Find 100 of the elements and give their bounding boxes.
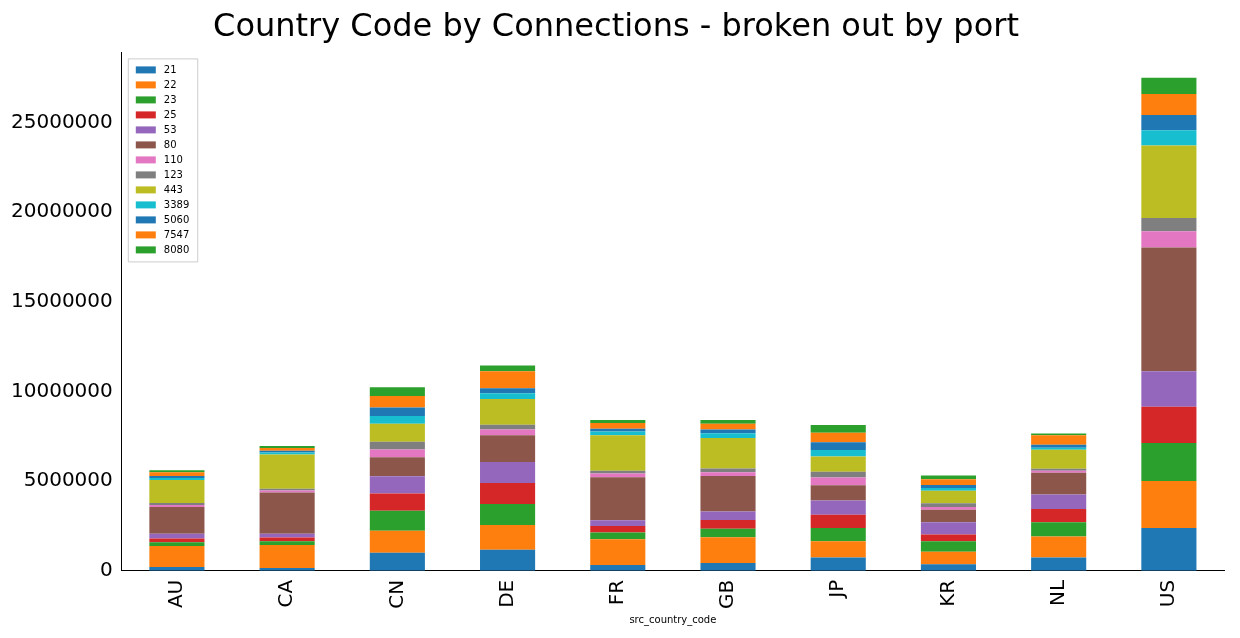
bar — [480, 371, 536, 389]
bar — [1031, 494, 1087, 509]
bar — [1031, 435, 1087, 445]
bar — [920, 522, 976, 535]
bar — [590, 422, 646, 429]
bar — [480, 424, 536, 430]
bar — [480, 398, 536, 425]
bar — [369, 415, 425, 424]
x-tick-label: CN — [383, 579, 408, 609]
bar — [810, 449, 866, 457]
bar — [369, 530, 425, 553]
bar — [480, 393, 536, 399]
bar — [149, 538, 205, 543]
legend-label: 23 — [163, 93, 177, 105]
bar — [700, 472, 756, 477]
bar — [590, 428, 646, 432]
x-axis-title: src_country_code — [629, 613, 717, 626]
bar — [810, 485, 866, 501]
y-tick-label: 10000000 — [11, 377, 113, 402]
bar — [369, 493, 425, 511]
bar — [810, 424, 866, 433]
bar — [810, 442, 866, 450]
bar — [369, 552, 425, 571]
bar — [369, 407, 425, 416]
bar — [149, 542, 205, 547]
bar — [700, 438, 756, 469]
bar — [1141, 94, 1197, 115]
x-tick-label: CA — [273, 579, 298, 608]
bar — [259, 492, 315, 534]
bar — [1031, 472, 1087, 495]
bar — [1141, 231, 1197, 248]
bar — [810, 471, 866, 478]
x-tick-label: FR — [603, 579, 628, 606]
bar — [590, 539, 646, 566]
bar — [149, 480, 205, 503]
bar — [1141, 481, 1197, 528]
bar — [1141, 217, 1197, 232]
bar — [1141, 115, 1197, 131]
bar — [1141, 130, 1197, 146]
bar — [480, 388, 536, 394]
bar — [480, 462, 536, 484]
legend-label: 3389 — [163, 198, 190, 210]
bar — [1141, 145, 1197, 218]
bar — [920, 541, 976, 552]
bar — [810, 557, 866, 571]
legend-label: 5060 — [163, 213, 190, 225]
bar — [590, 435, 646, 471]
legend-label: 110 — [163, 153, 183, 165]
bar — [590, 520, 646, 526]
bar — [590, 470, 646, 474]
bar — [700, 511, 756, 521]
bar — [369, 476, 425, 494]
bar — [1141, 527, 1197, 571]
legend-label: 7547 — [163, 228, 190, 240]
bar — [810, 528, 866, 542]
bar — [700, 563, 756, 571]
bar — [920, 479, 976, 486]
bar — [1031, 557, 1087, 571]
legend-label: 21 — [163, 63, 177, 75]
bar — [369, 449, 425, 458]
y-tick-label: 15000000 — [11, 287, 113, 312]
y-tick-label: 0 — [100, 556, 113, 581]
bar — [590, 525, 646, 533]
bar — [369, 510, 425, 531]
bar — [259, 454, 315, 489]
bar — [920, 509, 976, 523]
bar — [810, 432, 866, 443]
bar — [259, 537, 315, 542]
bar — [920, 490, 976, 504]
bar — [480, 549, 536, 571]
x-tick-label: GB — [714, 579, 739, 609]
bar — [1031, 449, 1087, 469]
bar — [369, 457, 425, 477]
bar — [149, 472, 205, 477]
bar — [700, 429, 756, 434]
bar — [1141, 371, 1197, 407]
y-tick-label: 20000000 — [11, 198, 113, 223]
x-tick-label: NL — [1044, 578, 1069, 606]
legend-label: 80 — [163, 138, 177, 150]
bar — [920, 564, 976, 571]
bar — [700, 537, 756, 564]
chart-title: Country Code by Connections - broken out by port — [213, 5, 1019, 44]
bar — [810, 500, 866, 515]
bar — [259, 544, 315, 568]
bar — [259, 541, 315, 545]
bar — [810, 456, 866, 472]
legend-label: 53 — [163, 123, 177, 135]
bar — [369, 395, 425, 408]
bar — [810, 477, 866, 486]
bar — [590, 532, 646, 540]
x-tick-label: KR — [934, 579, 959, 607]
x-tick-label: JP — [824, 579, 849, 600]
legend-label: 123 — [163, 168, 183, 180]
x-tick-label: AU — [163, 579, 188, 609]
bar — [700, 476, 756, 512]
bar — [700, 433, 756, 439]
bar — [810, 514, 866, 529]
bar — [480, 483, 536, 505]
bar — [590, 420, 646, 423]
x-tick-label: DE — [493, 579, 518, 608]
